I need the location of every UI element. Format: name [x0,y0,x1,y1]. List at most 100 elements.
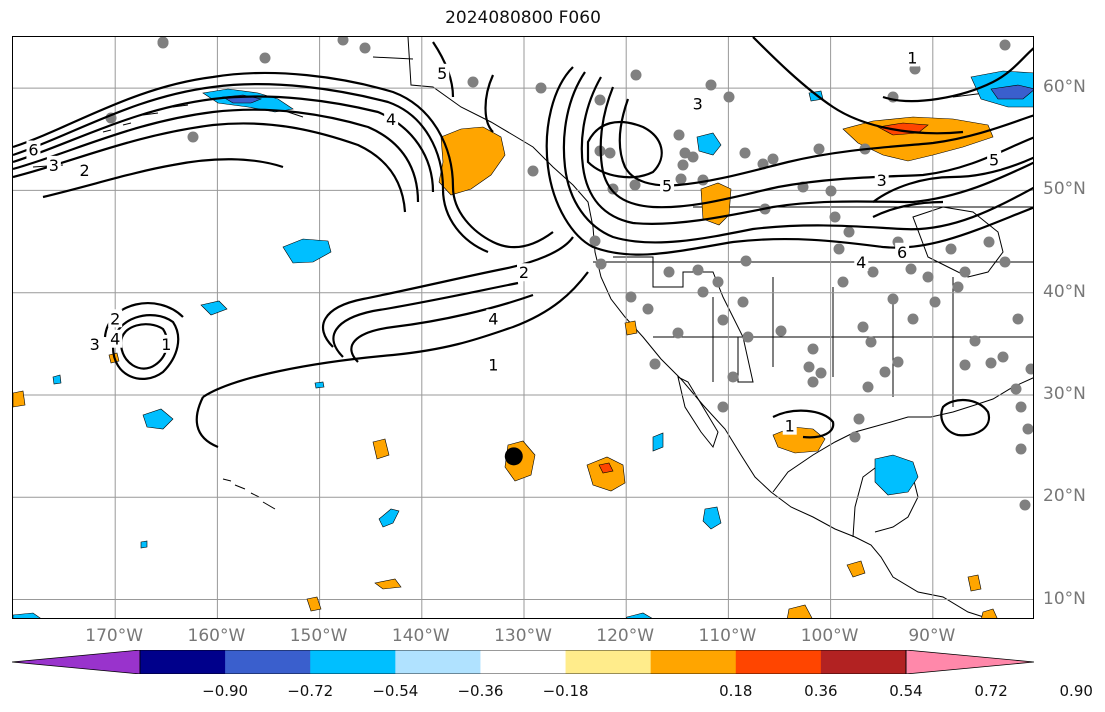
location-marker [504,447,523,466]
colorbar-tick-label: 0.90 [1059,682,1093,700]
station-dot [807,343,819,355]
contour-label: 5 [437,64,447,83]
anomaly-patch [13,390,26,408]
station-dot [675,173,687,185]
lat-label: 60°N [1043,77,1086,98]
lat-label: 30°N [1043,383,1086,404]
contour-label-bg [46,155,61,174]
lon-label: 160°W [187,626,246,646]
lon-label: 110°W [698,626,757,646]
colorbar-segment [225,650,311,674]
contour-label: 2 [79,161,89,180]
anomaly-patch [438,126,506,196]
station-dot [983,236,995,248]
anomaly-patch [846,560,866,578]
colorbar-segment [310,650,396,674]
contour-line [13,108,420,203]
contour-line [872,156,1033,203]
contour-label: 4 [386,110,396,129]
contour-line [562,71,1033,244]
station-dot [837,276,849,288]
colorbar [12,650,1034,674]
contour-label: 3 [693,94,703,113]
station-dot [857,321,869,333]
lon-label: 170°W [85,626,144,646]
contour-line [13,122,407,213]
station-dot [1022,423,1033,435]
station-dot [187,131,199,143]
contour-line [332,281,519,358]
contour-label-bg [26,140,41,159]
station-dot [677,159,689,171]
lon-label: 120°W [596,626,655,646]
gulf-coastline [772,377,1033,493]
anomaly-patch [598,462,614,474]
station-dot [712,276,724,288]
station-dot [867,266,879,278]
station-dot [1012,313,1024,325]
contour-label: 2 [110,309,120,328]
lat-label: 20°N [1043,486,1086,507]
anomaly-patch [874,454,919,496]
contour-label-bg [435,63,450,82]
station-dot [697,286,709,298]
colorbar-tick-label: 0.72 [974,682,1008,700]
station-dot [985,357,997,369]
colorbar-segment [735,650,822,674]
contour-label: 1 [907,48,917,67]
station-dot [1015,401,1027,413]
station-dot [969,335,981,347]
station-dots [105,37,1033,511]
map-title: 2024080800 F060 [445,8,601,28]
station-dot [999,39,1011,51]
anomaly-patch [967,574,982,592]
station-dot [467,76,479,88]
contour-line [545,66,1033,256]
station-dot [589,235,601,247]
contour-label-bg [854,253,869,272]
station-dot [642,303,654,315]
contour-label: 5 [989,151,999,170]
anomaly-patch [13,612,41,618]
station-dot [807,376,819,388]
contour-label-bg [486,355,501,374]
colorbar-tick-label: 0.36 [804,682,838,700]
contour-label: 3 [90,335,100,354]
station-dot [862,381,874,393]
contour-label-bg [159,334,174,353]
contour-line [13,71,554,249]
contour-label: 4 [856,253,866,272]
station-dot [1019,499,1031,511]
anomaly-patch [981,608,998,618]
anomaly-patch [625,612,653,618]
station-dot [672,327,684,339]
contour-line [599,86,1033,209]
station-dot [740,255,752,267]
contour-label: 3 [877,171,887,190]
colorbar-segment [395,650,481,674]
lon-label: 140°W [391,626,450,646]
station-dot [922,271,934,283]
contour-label: 1 [488,355,498,374]
contour-line [586,120,663,179]
colorbar-segment [565,650,652,674]
station-dot [999,256,1011,268]
station-dot [905,263,917,275]
anomaly-patch [52,374,62,385]
state-borders [613,256,754,383]
anomaly-patch [372,438,390,460]
station-dot [727,371,739,383]
contour-line [13,83,489,254]
colorbar-extend-high [905,650,1034,674]
anomaly-patch [586,456,626,492]
station-dot [1025,363,1033,375]
colorbar-tick-label: −0.54 [372,682,419,700]
station-dot [604,147,616,159]
anomaly-patch [772,426,826,454]
station-dot [829,211,841,223]
station-dot [649,358,661,370]
contour-label-bg [690,94,705,113]
